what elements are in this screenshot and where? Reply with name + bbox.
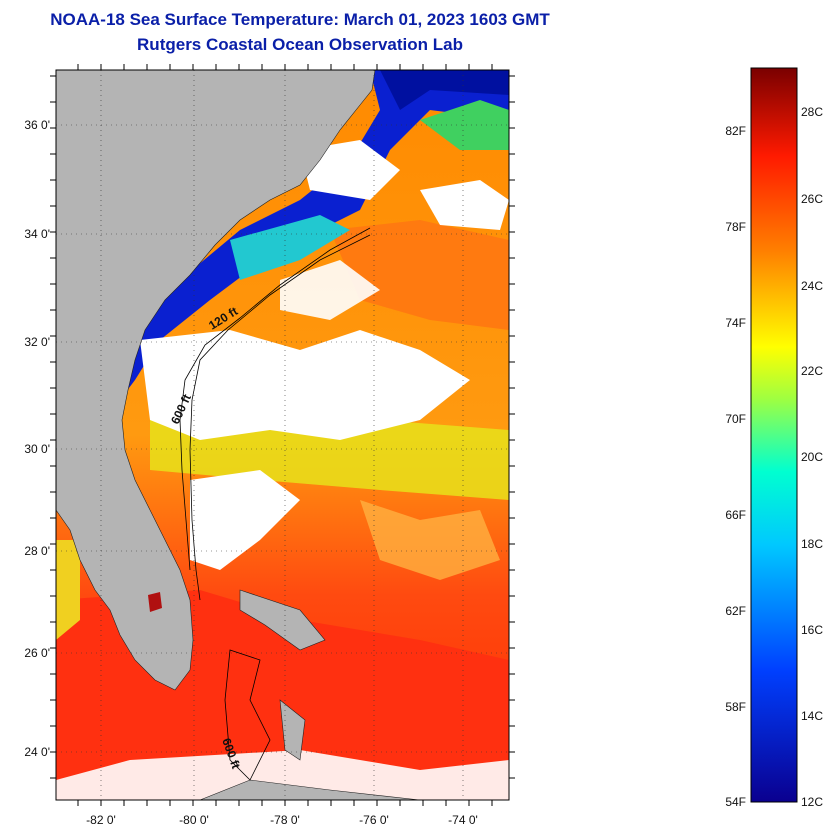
f-label: 54F <box>725 795 746 809</box>
f-label: 58F <box>725 700 746 714</box>
f-label: 82F <box>725 124 746 138</box>
fahrenheit-labels: 82F 78F 74F 70F 66F 62F 58F 54F <box>725 124 746 809</box>
c-label: 18C <box>801 537 823 551</box>
c-label: 16C <box>801 623 823 637</box>
c-label: 28C <box>801 105 823 119</box>
colorbar-gradient <box>751 68 797 802</box>
c-label: 14C <box>801 709 823 723</box>
f-label: 70F <box>725 412 746 426</box>
f-label: 66F <box>725 508 746 522</box>
c-label: 20C <box>801 450 823 464</box>
c-label: 24C <box>801 279 823 293</box>
c-label: 26C <box>801 192 823 206</box>
celsius-labels: 28C 26C 24C 22C 20C 18C 16C 14C 12C <box>801 105 823 809</box>
c-label: 12C <box>801 795 823 809</box>
f-label: 62F <box>725 604 746 618</box>
f-label: 74F <box>725 316 746 330</box>
f-label: 78F <box>725 220 746 234</box>
c-label: 22C <box>801 364 823 378</box>
